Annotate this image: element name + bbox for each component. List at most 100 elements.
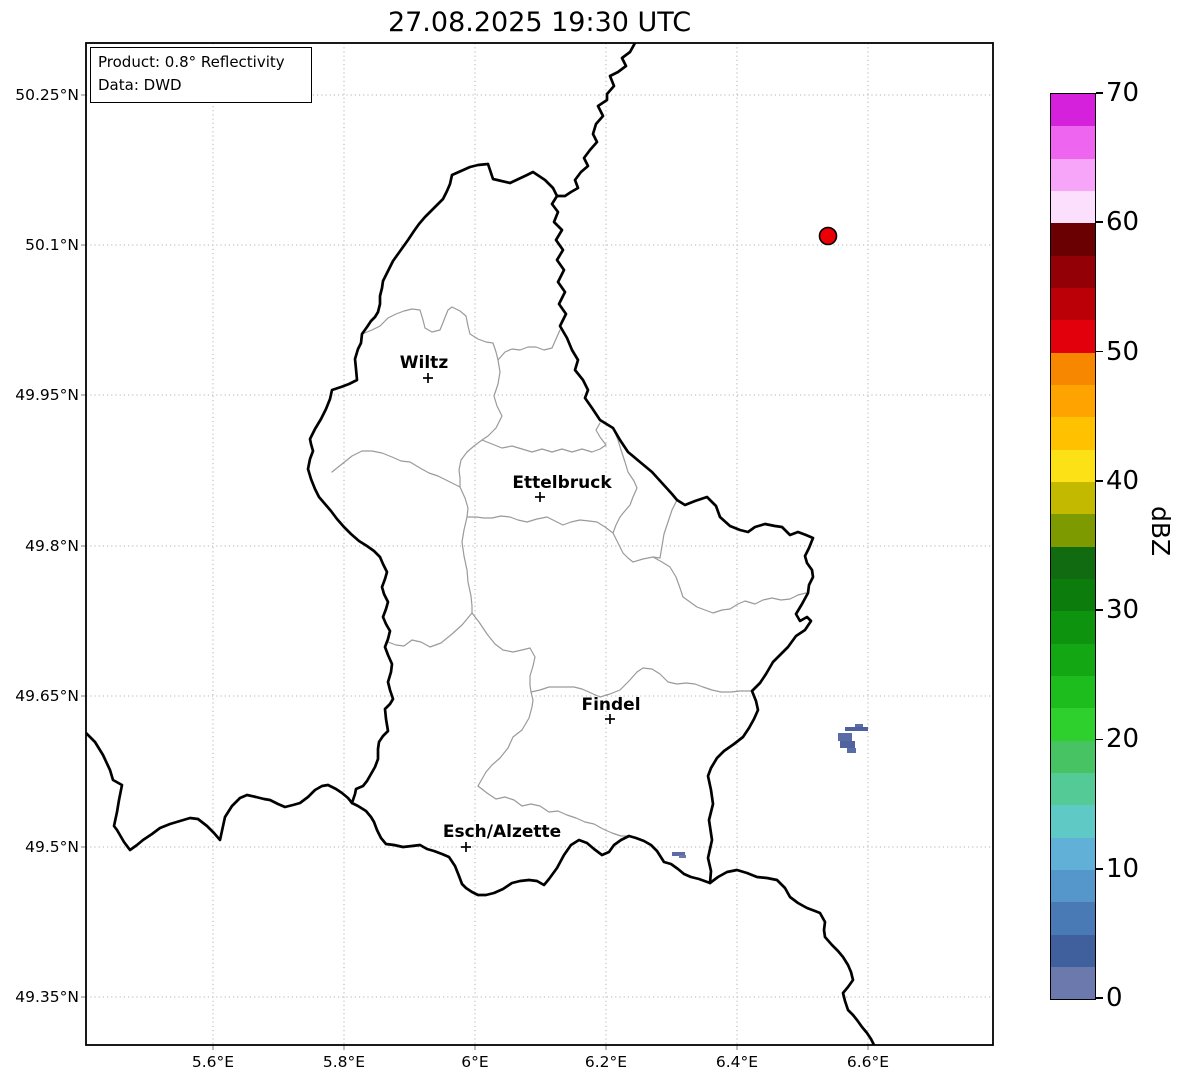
colorbar-tick-label: 60 [1106,207,1140,238]
colorbar-tick-label: 50 [1106,336,1140,367]
colorbar-tick-label: 0 [1106,983,1123,1013]
colorbar-segment [1051,643,1095,676]
colorbar-tick-label: 30 [1106,595,1140,626]
colorbar-segment [1051,740,1095,773]
canton-border-north [361,306,561,361]
canton-border-wiltz-south [458,359,503,614]
plot-title: 27.08.2025 19:30 UTC [387,7,692,38]
y-tick-label: 49.95°N [15,386,79,404]
colorbar [1050,93,1096,1000]
canton-border-our-valley [612,427,638,534]
city-marker-group: Findel [581,695,641,724]
colorbar-segment [1051,449,1095,482]
info-box: Product: 0.8° Reflectivity Data: DWD [90,47,312,103]
canton-border-center [471,612,536,787]
colorbar-segment [1051,869,1095,903]
colorbar-segment [1051,287,1095,321]
colorbar-tick [1096,480,1103,482]
colorbar-segment [1051,611,1095,644]
x-tick-label: 5.6°E [191,1053,235,1071]
colorbar-segment [1051,805,1095,838]
x-tick-label: 6°E [461,1053,489,1071]
colorbar-segment [1051,417,1095,450]
radar-echo-pixel [679,855,686,858]
colorbar-segment [1051,578,1095,612]
radar-echo-pixel [847,748,856,753]
canton-border-west-diagonal [331,450,461,488]
colorbar-segment [1051,481,1095,515]
city-label: Esch/Alzette [443,822,561,842]
city-label: Ettelbruck [512,473,612,493]
colorbar-segment [1051,352,1095,385]
radar-echo-pixel [838,733,852,741]
y-tick-label: 49.35°N [15,988,79,1006]
map-frame [85,42,994,1046]
city-marker-group: Esch/Alzette [443,822,561,852]
city-label: Findel [581,695,640,715]
y-tick-label: 50.1°N [25,236,79,254]
colorbar-axis-label: dBZ [1146,506,1175,557]
canton-border-ettelbruck-north [481,422,607,453]
radar-echo-pixel [672,852,685,856]
colorbar-segment [1051,223,1095,256]
colorbar-tick [1096,609,1103,611]
gridlines [86,43,993,1045]
belgium-germany-border [555,43,637,198]
info-box-source: Data: DWD [98,76,182,94]
canton-border-echternach [652,499,678,559]
city-markers: Wiltz Ettelbruck Findel Esch/Alzette [400,353,641,852]
map-background [86,43,993,1045]
canton-border-esch [477,785,630,837]
colorbar-segment [1051,320,1095,353]
radar-echo-pixel [855,724,863,727]
info-box-product: Product: 0.8° Reflectivity [98,53,285,71]
colorbar-segment [1051,902,1095,935]
x-tick-label: 5.8°E [322,1053,366,1071]
colorbar-segment [1051,514,1095,547]
colorbar-tick [1096,738,1103,741]
city-marker-group: Wiltz [400,353,449,383]
colorbar-tick [1096,997,1103,999]
colorbar-tick-label: 40 [1106,465,1140,496]
luxembourg-border [306,162,815,897]
colorbar-segment [1051,384,1095,418]
colorbar-segment [1051,675,1095,709]
colorbar-tick [1096,221,1103,224]
colorbar-segment [1051,190,1095,224]
colorbar-tick [1096,350,1103,353]
colorbar-tick-label: 20 [1106,724,1140,755]
canton-border-redange [387,612,473,648]
colorbar-tick [1096,92,1103,94]
x-tick-label: 6.6°E [846,1053,890,1071]
y-tick-label: 50.25°N [15,86,79,104]
colorbar-segment [1051,158,1095,191]
city-marker-group: Ettelbruck [512,473,612,502]
france-germany-border [708,868,876,1045]
colorbar-segment [1051,934,1095,967]
city-label: Wiltz [400,353,449,373]
y-tick-label: 49.65°N [15,687,79,705]
colorbar-segment [1051,708,1095,741]
x-tick-label: 6.2°E [584,1053,628,1071]
canton-border-findel-north [530,667,753,698]
y-tick-label: 49.8°N [25,537,79,555]
colorbar-segment [1051,255,1095,288]
colorbar-tick-label: 70 [1106,78,1140,108]
radar-echo-pixel [840,741,855,748]
radar-site-marker [818,226,838,246]
canton-border-ettelbruck-south [466,515,807,614]
colorbar-tick-label: 10 [1106,853,1140,884]
colorbar-segment [1051,966,1095,1000]
colorbar-segment [1051,94,1095,127]
france-belgium-border [86,731,354,852]
colorbar-segment [1051,837,1095,870]
country-borders [86,43,876,1045]
y-tick-label: 49.5°N [25,838,79,856]
canton-borders [331,306,807,837]
colorbar-segment [1051,546,1095,579]
colorbar-segment [1051,126,1095,159]
radar-echoes [672,724,868,858]
colorbar-segment [1051,772,1095,806]
